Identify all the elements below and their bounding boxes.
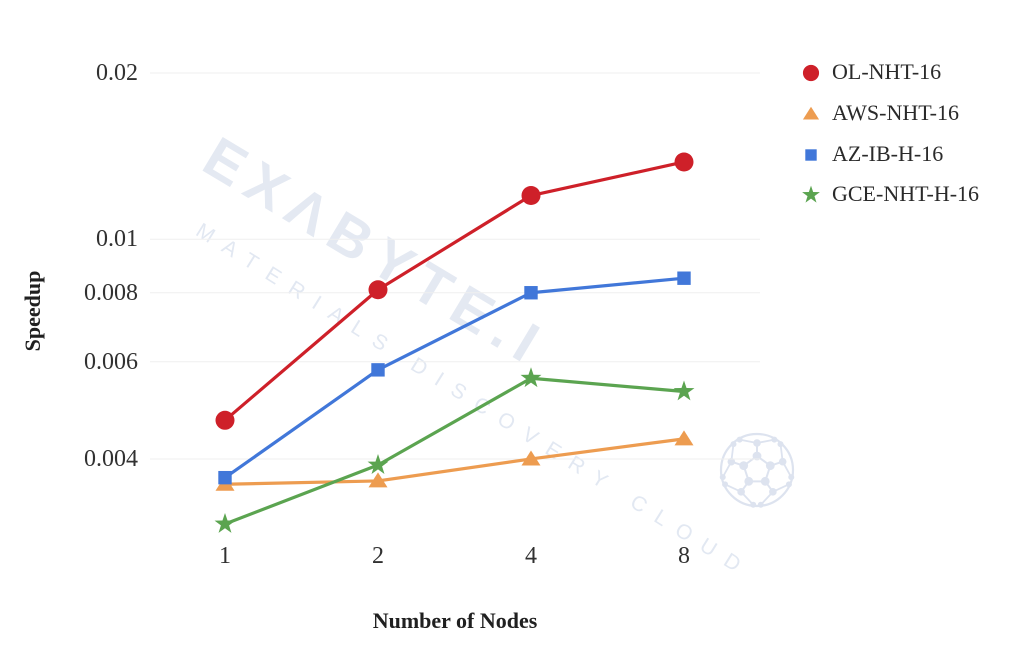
legend-item-gce-nht-h-16: GCE-NHT-H-16 (799, 174, 979, 215)
legend-item-aws-nht-16: AWS-NHT-16 (799, 93, 979, 134)
square-icon (805, 149, 817, 161)
legend-label: GCE-NHT-H-16 (832, 181, 980, 207)
square-marker (371, 363, 385, 377)
circle-marker (802, 65, 820, 82)
triangle-marker (802, 106, 820, 120)
star-marker (802, 186, 820, 203)
triangle-icon (802, 106, 820, 120)
fullerene-ball-icon (719, 432, 795, 508)
circle-marker (674, 152, 694, 172)
y-tick-label: 0.004 (84, 445, 138, 472)
series-line-az-ib-h-16 (224, 276, 685, 479)
legend: OL-NHT-16 AWS-NHT-16 AZ-IB-H-16 GCE-NHT-H-1… (799, 52, 979, 215)
series-line-gce-nht-h-16 (224, 376, 685, 526)
triangle-marker (521, 450, 541, 466)
triangle-marker (368, 472, 388, 488)
star-marker (367, 454, 389, 474)
square-marker (218, 470, 232, 485)
y-tick-label: 0.01 (96, 226, 138, 253)
legend-item-ol-nht-16: OL-NHT-16 (799, 52, 979, 93)
legend-item-az-ib-h-16: AZ-IB-H-16 (799, 133, 979, 174)
legend-label: OL-NHT-16 (832, 59, 942, 85)
square-marker (677, 271, 691, 285)
y-tick-label: 0.02 (96, 60, 138, 86)
circle-marker (521, 186, 541, 206)
triangle-marker (674, 430, 694, 446)
star-icon (802, 186, 820, 203)
y-axis-title: Speedup (20, 270, 45, 352)
x-tick-label: 4 (525, 543, 537, 569)
circle-marker (368, 280, 388, 300)
square-marker (805, 149, 817, 161)
star-marker (214, 512, 236, 533)
star-marker (520, 367, 542, 388)
series-line-ol-nht-16 (223, 160, 685, 422)
series-line-aws-nht-16 (224, 437, 685, 486)
x-tick-label: 1 (219, 543, 231, 569)
x-tick-label: 8 (678, 543, 690, 569)
circle-icon (802, 65, 820, 82)
legend-label: AWS-NHT-16 (832, 100, 959, 126)
square-marker (524, 286, 538, 300)
x-tick-label: 2 (372, 543, 384, 569)
x-axis-title: Number of Nodes (372, 608, 538, 633)
star-marker (673, 380, 695, 401)
circle-marker (215, 410, 235, 430)
legend-label: AZ-IB-H-16 (832, 140, 944, 166)
y-tick-label: 0.006 (84, 348, 138, 375)
y-tick-label: 0.008 (84, 279, 138, 306)
